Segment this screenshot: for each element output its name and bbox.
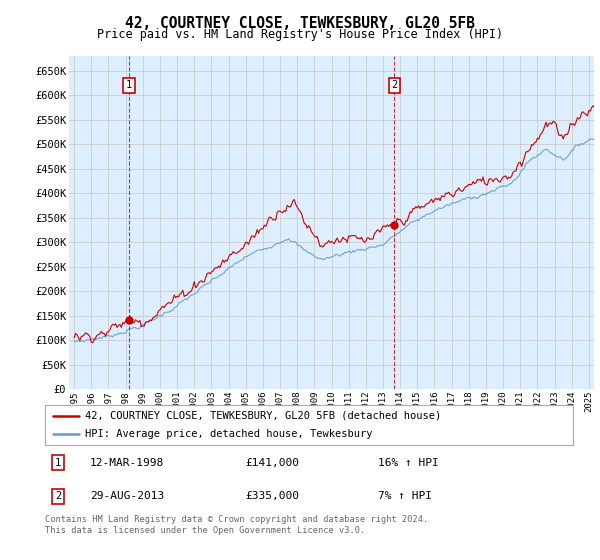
Text: HPI: Average price, detached house, Tewkesbury: HPI: Average price, detached house, Tewk… bbox=[85, 430, 372, 439]
Text: Contains HM Land Registry data © Crown copyright and database right 2024.
This d: Contains HM Land Registry data © Crown c… bbox=[45, 515, 428, 535]
Text: 42, COURTNEY CLOSE, TEWKESBURY, GL20 5FB: 42, COURTNEY CLOSE, TEWKESBURY, GL20 5FB bbox=[125, 16, 475, 31]
Text: 1: 1 bbox=[126, 81, 132, 90]
Text: 42, COURTNEY CLOSE, TEWKESBURY, GL20 5FB (detached house): 42, COURTNEY CLOSE, TEWKESBURY, GL20 5FB… bbox=[85, 411, 441, 421]
Text: 2: 2 bbox=[391, 81, 397, 90]
Text: 1: 1 bbox=[55, 458, 61, 468]
Text: £335,000: £335,000 bbox=[245, 491, 299, 501]
Text: 7% ↑ HPI: 7% ↑ HPI bbox=[377, 491, 431, 501]
Text: 12-MAR-1998: 12-MAR-1998 bbox=[90, 458, 164, 468]
Text: 16% ↑ HPI: 16% ↑ HPI bbox=[377, 458, 439, 468]
Text: £141,000: £141,000 bbox=[245, 458, 299, 468]
Text: 29-AUG-2013: 29-AUG-2013 bbox=[90, 491, 164, 501]
Text: 2: 2 bbox=[55, 491, 61, 501]
Text: Price paid vs. HM Land Registry's House Price Index (HPI): Price paid vs. HM Land Registry's House … bbox=[97, 28, 503, 41]
